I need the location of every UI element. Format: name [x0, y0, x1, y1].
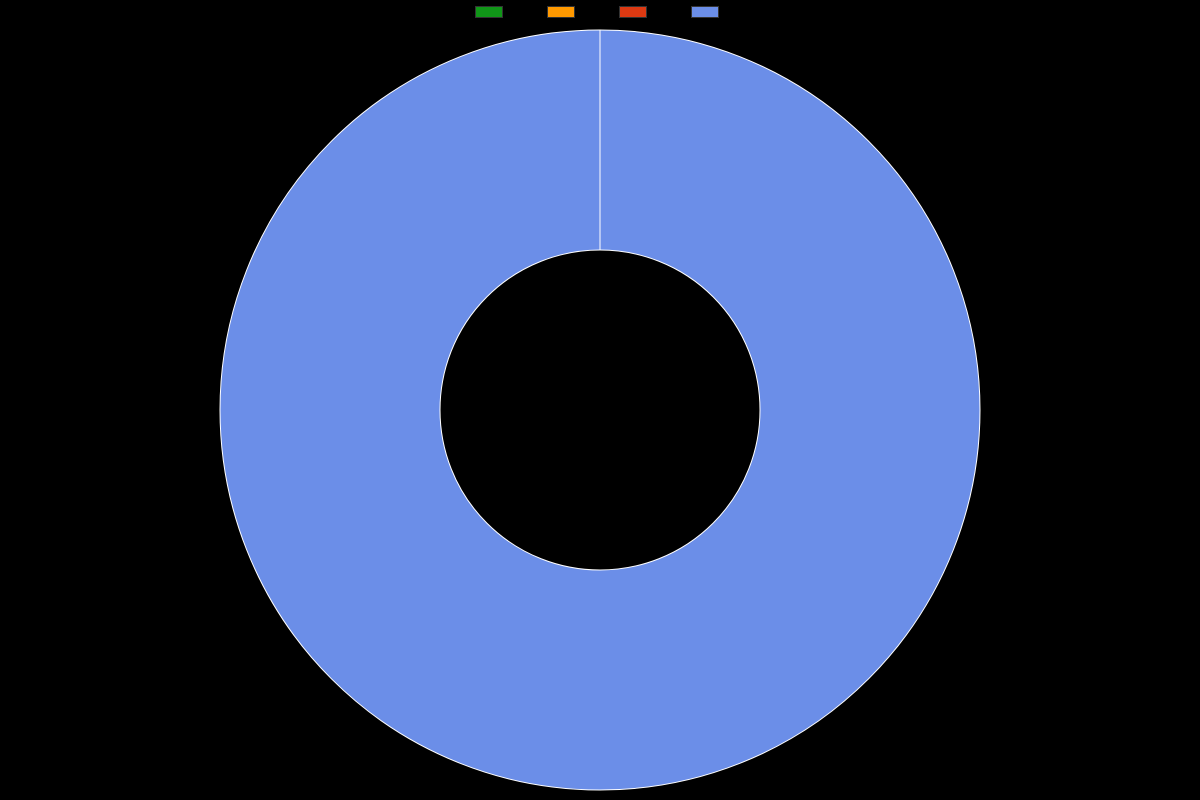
legend-swatch-2 [619, 6, 647, 18]
legend-item-3[interactable] [691, 6, 725, 18]
legend-swatch-1 [547, 6, 575, 18]
legend-swatch-3 [691, 6, 719, 18]
legend-swatch-0 [475, 6, 503, 18]
donut-hole [440, 250, 760, 570]
donut-slices [220, 30, 980, 790]
legend-item-1[interactable] [547, 6, 581, 18]
donut-chart [0, 20, 1200, 800]
donut-chart-container [0, 20, 1200, 800]
legend-item-2[interactable] [619, 6, 653, 18]
legend-item-0[interactable] [475, 6, 509, 18]
chart-legend [475, 6, 725, 18]
